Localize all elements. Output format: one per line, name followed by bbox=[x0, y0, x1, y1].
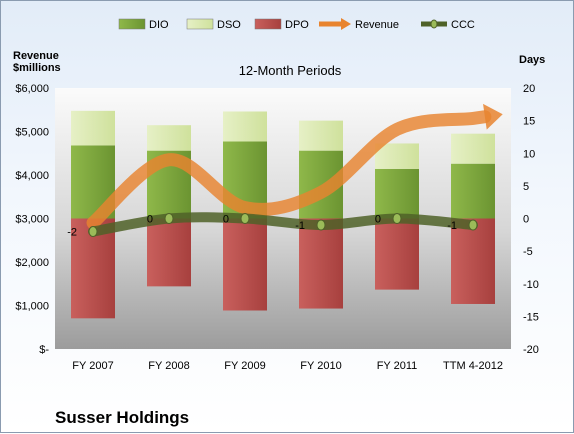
bar-dio bbox=[451, 163, 495, 219]
x-tick-label: TTM 4-2012 bbox=[443, 360, 503, 372]
revenue-series bbox=[86, 103, 503, 230]
bar-dpo bbox=[375, 218, 419, 290]
right-tick-label: -15 bbox=[523, 311, 539, 323]
x-tick-label: FY 2010 bbox=[300, 360, 341, 372]
legend-swatch-dso bbox=[186, 18, 214, 30]
right-tick-label: -20 bbox=[523, 344, 539, 356]
ccc-data-label: -1 bbox=[447, 220, 457, 232]
company-name: Susser Holdings bbox=[55, 408, 189, 427]
right-tick-label: 0 bbox=[523, 214, 529, 226]
bar-dpo bbox=[451, 218, 495, 304]
left-tick-label: $5,000 bbox=[15, 127, 49, 139]
right-tick-label: 10 bbox=[523, 148, 535, 160]
bar-dso bbox=[71, 110, 115, 146]
left-tick-label: $6,000 bbox=[15, 83, 49, 95]
bar-dso bbox=[375, 143, 419, 169]
legend-swatch-dio bbox=[118, 18, 146, 30]
ccc-data-label: 0 bbox=[223, 214, 229, 226]
legend-marker-ccc bbox=[430, 19, 438, 29]
x-tick-label: FY 2011 bbox=[377, 360, 418, 372]
bar-dso bbox=[451, 133, 495, 164]
left-tick-label: $2,000 bbox=[15, 257, 49, 269]
right-tick-label: 20 bbox=[523, 83, 535, 95]
ccc-data-label: -2 bbox=[67, 227, 77, 239]
right-axis: -20 -15 -10 -5 0 5 10 15 20 bbox=[523, 83, 539, 356]
ccc-line bbox=[88, 212, 478, 237]
bar-dso bbox=[299, 120, 343, 151]
left-tick-label: $4,000 bbox=[15, 170, 49, 182]
bar-dso bbox=[147, 125, 191, 151]
x-tick-label: FY 2008 bbox=[148, 360, 189, 372]
left-tick-label: $- bbox=[39, 344, 49, 356]
revenue-line bbox=[86, 110, 492, 230]
bar-dpo bbox=[223, 218, 267, 311]
x-axis: FY 2007 FY 2008 FY 2009 FY 2010 FY 2011 TTM 4… bbox=[72, 360, 503, 372]
right-axis-title: Days bbox=[519, 54, 545, 66]
ccc-point bbox=[240, 213, 250, 224]
ccc-point bbox=[468, 219, 478, 231]
ccc-series: -2 0 0 -1 0 -1 bbox=[67, 212, 478, 239]
left-axis: $- $1,000 $2,000 $3,000 $4,000 $5,000 $6,000 bbox=[15, 83, 49, 356]
ccc-point bbox=[88, 226, 98, 238]
bar-dio bbox=[375, 168, 419, 219]
bar-dpo bbox=[299, 218, 343, 309]
legend-label-dio: DIO bbox=[149, 19, 169, 31]
right-tick-label: -5 bbox=[523, 246, 533, 258]
x-tick-label: FY 2009 bbox=[224, 360, 265, 372]
bar-dpo bbox=[147, 218, 191, 287]
legend-swatch-dpo bbox=[254, 18, 282, 30]
legend-label-ccc: CCC bbox=[451, 19, 475, 31]
ccc-data-label: -1 bbox=[295, 220, 305, 232]
bar-dso bbox=[223, 111, 267, 142]
ccc-data-label: 0 bbox=[375, 214, 381, 226]
legend-arrow-icon bbox=[341, 18, 351, 30]
legend-label-dso: DSO bbox=[217, 19, 241, 31]
chart-title: 12-Month Periods bbox=[239, 63, 342, 78]
revenue-arrowhead bbox=[483, 103, 503, 130]
left-tick-label: $3,000 bbox=[15, 214, 49, 226]
x-tick-label: FY 2007 bbox=[72, 360, 113, 372]
left-tick-label: $1,000 bbox=[15, 301, 49, 313]
legend: DIO DSO DPO Revenue CCC bbox=[118, 18, 475, 31]
right-tick-label: -10 bbox=[523, 279, 539, 291]
ccc-point bbox=[164, 213, 174, 224]
ccc-point bbox=[316, 219, 326, 231]
ccc-data-label: 0 bbox=[147, 214, 153, 226]
bar-series bbox=[71, 110, 495, 319]
ccc-point bbox=[392, 213, 402, 224]
left-axis-title-line2: $millions bbox=[13, 62, 61, 74]
legend-label-revenue: Revenue bbox=[355, 19, 399, 31]
right-tick-label: 15 bbox=[523, 116, 535, 128]
legend-label-dpo: DPO bbox=[285, 19, 309, 31]
left-axis-title-line1: Revenue bbox=[13, 50, 59, 62]
right-tick-label: 5 bbox=[523, 181, 529, 193]
